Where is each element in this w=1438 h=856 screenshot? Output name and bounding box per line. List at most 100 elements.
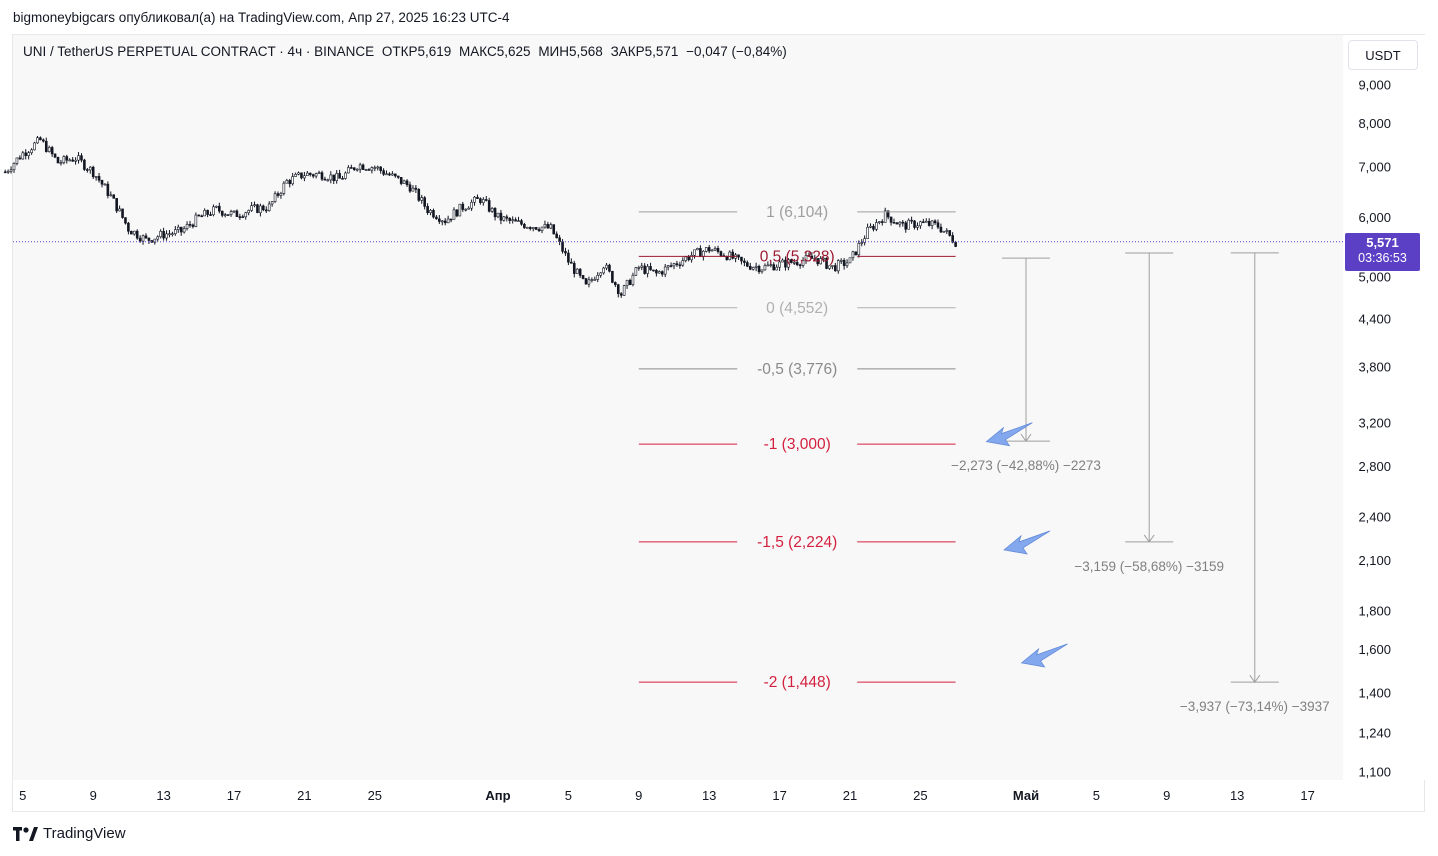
bar-countdown: 03:36:53	[1358, 251, 1407, 265]
candle-body	[942, 230, 946, 233]
candle-body	[118, 208, 121, 212]
candle	[250, 201, 253, 212]
candle	[440, 219, 444, 226]
x-tick-label: 17	[227, 788, 241, 803]
measure-label: −3,159 (−58,68%) −3159	[1074, 559, 1224, 574]
candle	[288, 178, 292, 188]
candle-body	[379, 166, 382, 171]
candle	[344, 171, 347, 180]
measure-tool: −2,273 (−42,88%) −2273	[951, 257, 1101, 473]
candle	[115, 198, 118, 214]
candle	[352, 167, 356, 171]
candle	[320, 170, 324, 181]
symbol-legend: UNI / TetherUS PERPETUAL CONTRACT · 4ч ·…	[23, 44, 791, 59]
candle-body	[36, 137, 39, 144]
candle-body	[936, 222, 940, 228]
candle-body	[452, 209, 456, 220]
legend-symbol[interactable]: UNI / TetherUS PERPETUAL CONTRACT · 4ч ·…	[23, 44, 375, 59]
measurements: −2,273 (−42,88%) −2273 −3,159 (−58,68%) −…	[951, 252, 1330, 714]
candle-body	[6, 170, 10, 173]
measure-tool: −3,937 (−73,14%) −3937	[1180, 252, 1330, 714]
candle	[59, 159, 63, 166]
candle-body	[948, 230, 952, 236]
candle-body	[135, 230, 139, 239]
candle-body	[306, 172, 309, 177]
candle	[112, 194, 116, 199]
candle-body	[716, 248, 720, 252]
candle-body	[696, 248, 699, 251]
candle-body	[845, 262, 849, 266]
candle	[282, 181, 286, 196]
candle-body	[176, 226, 180, 230]
candle	[754, 262, 758, 272]
candle	[798, 263, 802, 269]
candle	[47, 145, 51, 153]
candle	[405, 179, 409, 187]
candle	[338, 169, 341, 179]
candle	[332, 174, 336, 185]
candle	[587, 276, 591, 288]
candle	[56, 156, 60, 164]
candle-body	[194, 214, 198, 227]
fib-level: 0,5 (5,328)	[638, 248, 956, 265]
candle-body	[479, 198, 482, 203]
candle-body	[220, 210, 224, 216]
candle-body	[352, 167, 356, 170]
candle	[760, 269, 764, 274]
legend-high: МАКС5,625	[459, 44, 531, 59]
candle-body	[426, 206, 429, 214]
candle-body	[746, 262, 749, 267]
candle	[801, 257, 805, 268]
candle	[684, 255, 688, 263]
y-tick-label: 8,000	[1358, 116, 1391, 131]
candle	[766, 261, 770, 267]
candle	[358, 162, 362, 173]
y-tick-label: 3,200	[1358, 415, 1391, 430]
candle-body	[772, 264, 776, 271]
candle-body	[215, 205, 218, 208]
x-tick-label: 9	[90, 788, 97, 803]
candle-body	[540, 226, 544, 232]
candle	[402, 179, 406, 184]
candle-body	[338, 173, 341, 179]
candle	[731, 249, 734, 260]
tradingview-icon	[13, 826, 38, 841]
candle-body	[804, 255, 808, 261]
candle	[839, 258, 843, 265]
candle-body	[344, 172, 347, 179]
candle-body	[687, 256, 690, 261]
candle	[121, 208, 124, 219]
candle	[496, 212, 500, 219]
candle	[458, 203, 462, 217]
candle-body	[517, 220, 520, 222]
candle	[707, 245, 711, 254]
candle	[247, 209, 250, 216]
candle-body	[619, 293, 623, 296]
candle-body	[174, 229, 177, 234]
candle	[596, 272, 600, 283]
tradingview-logo[interactable]: TradingView	[13, 825, 126, 842]
candle-body	[655, 269, 658, 274]
candle	[895, 221, 899, 225]
candle	[875, 219, 878, 232]
candle	[203, 208, 206, 217]
candle-body	[631, 274, 635, 285]
candle	[672, 262, 676, 270]
x-tick-label: Май	[1013, 788, 1039, 803]
candle	[467, 206, 470, 210]
candle	[106, 181, 110, 199]
candle	[285, 178, 289, 184]
candle-body	[719, 251, 723, 256]
candle	[191, 223, 195, 229]
candle	[748, 262, 752, 271]
y-tick-label: 1,400	[1358, 686, 1391, 701]
candle	[273, 191, 277, 203]
candle	[728, 250, 732, 261]
candle	[238, 213, 242, 221]
candle	[851, 250, 855, 261]
currency-button[interactable]: USDT	[1348, 40, 1418, 70]
candle	[572, 260, 576, 278]
legend-open: ОТКР5,619	[381, 44, 452, 59]
candle-body	[578, 268, 582, 276]
